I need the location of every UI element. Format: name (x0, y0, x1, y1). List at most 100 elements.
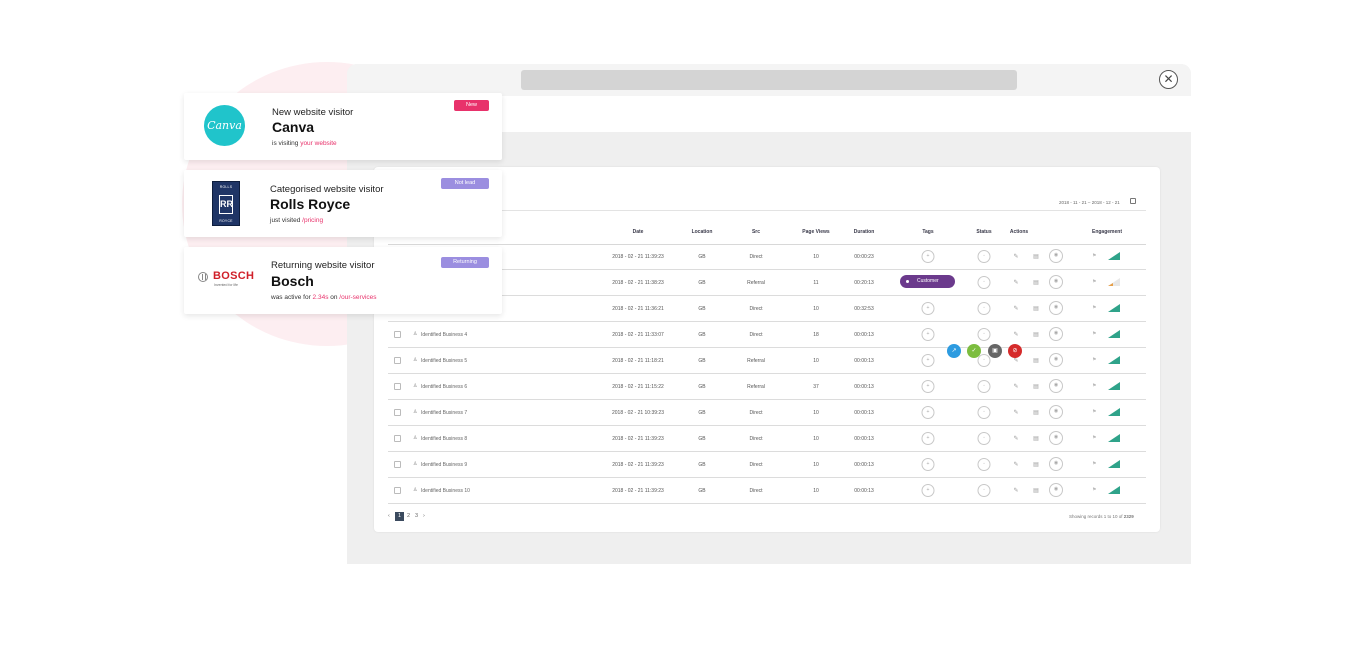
add-tag-icon[interactable]: + (921, 250, 935, 263)
note-icon[interactable]: ▤ (1033, 410, 1039, 416)
add-tag-icon[interactable]: + (921, 354, 935, 367)
edit-icon[interactable]: ✎ (1013, 254, 1019, 260)
col-duration[interactable]: Duration (853, 229, 875, 235)
flag-icon[interactable]: ⚑ (1092, 357, 1097, 363)
add-tag-icon[interactable]: + (921, 432, 935, 445)
visitor-card-rolls-royce[interactable]: ROLLS RR ROYCE Categorised website visit… (184, 170, 502, 237)
add-tag-icon[interactable]: + (921, 328, 935, 341)
business-name[interactable]: Identified Business 7 (421, 410, 468, 416)
view-icon[interactable]: ◉ (1049, 457, 1063, 471)
status-icon[interactable]: ◦ (977, 276, 991, 289)
view-icon[interactable]: ◉ (1049, 301, 1063, 315)
row-checkbox[interactable] (394, 461, 401, 468)
view-icon[interactable]: ◉ (1049, 327, 1063, 341)
business-name[interactable]: Identified Business 6 (421, 384, 468, 390)
flag-icon[interactable]: ⚑ (1092, 487, 1097, 493)
block-icon[interactable]: ⊘ (1008, 344, 1022, 358)
view-icon[interactable]: ◉ (1049, 379, 1063, 393)
table-row[interactable]: ♙ Identified Business 6 2018 - 02 - 21 11:… (388, 374, 1146, 400)
view-icon[interactable]: ◉ (1049, 249, 1063, 263)
table-row[interactable]: 2018 - 02 - 21 11:39:23 GB Direct 10 00:00:2… (388, 244, 1146, 270)
approve-icon[interactable]: ✓ (967, 344, 981, 358)
add-tag-icon[interactable]: + (921, 302, 935, 315)
date-range-filter[interactable]: 2018 - 11 - 21 – 2018 - 12 - 21 (1059, 200, 1120, 205)
col-src[interactable]: Src (751, 229, 761, 235)
note-icon[interactable]: ▤ (1033, 306, 1039, 312)
flag-icon[interactable]: ⚑ (1092, 409, 1097, 415)
edit-icon[interactable]: ✎ (1013, 488, 1019, 494)
status-icon[interactable]: ◦ (977, 458, 991, 471)
status-icon[interactable]: ◦ (977, 302, 991, 315)
close-icon[interactable]: ✕ (1159, 70, 1178, 89)
table-row[interactable]: ♙ Identified Business 7 2018 - 02 - 21 10:… (388, 400, 1146, 426)
note-icon[interactable]: ▤ (1033, 436, 1039, 442)
flag-icon[interactable]: ⚑ (1092, 305, 1097, 311)
flag-icon[interactable]: ⚑ (1092, 279, 1097, 285)
row-checkbox[interactable] (394, 435, 401, 442)
view-icon[interactable]: ◉ (1049, 353, 1063, 367)
table-row[interactable]: 2018 - 02 - 21 11:38:23 GB Referral 11 00:20… (388, 270, 1146, 296)
business-name[interactable]: Identified Business 9 (421, 462, 468, 468)
table-row[interactable]: ♙ Identified Business 5 2018 - 02 - 21 11:… (388, 348, 1146, 374)
detail-link[interactable]: your website (300, 140, 337, 147)
table-row[interactable]: ♙ Identified Business 10 2018 - 02 - 21 11… (388, 478, 1146, 504)
row-checkbox[interactable] (394, 357, 401, 364)
edit-icon[interactable]: ✎ (1013, 358, 1019, 364)
note-icon[interactable]: ▤ (1033, 254, 1039, 260)
page-1[interactable]: 1 (395, 512, 404, 521)
note-icon[interactable]: ▤ (1033, 332, 1039, 338)
status-icon[interactable]: ◦ (977, 354, 991, 367)
col-engagement[interactable]: Engagement (1091, 229, 1123, 235)
edit-icon[interactable]: ✎ (1013, 436, 1019, 442)
col-tags[interactable]: Tags (922, 229, 934, 235)
note-icon[interactable]: ▤ (1033, 384, 1039, 390)
share-icon[interactable]: ↗ (947, 344, 961, 358)
col-page-views[interactable]: Page Views (802, 229, 830, 235)
row-checkbox[interactable] (394, 487, 401, 494)
flag-icon[interactable]: ⚑ (1092, 331, 1097, 337)
row-checkbox[interactable] (394, 409, 401, 416)
business-name[interactable]: Identified Business 4 (421, 332, 468, 338)
business-name[interactable]: Identified Business 10 (421, 488, 470, 494)
flag-icon[interactable]: ⚑ (1092, 253, 1097, 259)
status-icon[interactable]: ◦ (977, 484, 991, 497)
table-row[interactable]: ♙ Identified Business 8 2018 - 02 - 21 11:… (388, 426, 1146, 452)
add-tag-icon[interactable]: + (921, 406, 935, 419)
visitor-card-canva[interactable]: Canva New website visitor Canva is visit… (184, 93, 502, 160)
flag-icon[interactable]: ⚑ (1092, 383, 1097, 389)
customer-tag[interactable]: Customer (900, 275, 955, 288)
flag-icon[interactable]: ⚑ (1092, 461, 1097, 467)
document-icon[interactable]: ▣ (988, 344, 1002, 358)
edit-icon[interactable]: ✎ (1013, 332, 1019, 338)
business-name[interactable]: Identified Business 8 (421, 436, 468, 442)
view-icon[interactable]: ◉ (1049, 431, 1063, 445)
row-checkbox[interactable] (394, 383, 401, 390)
status-icon[interactable]: ◦ (977, 406, 991, 419)
page-3[interactable]: 3 (415, 513, 419, 519)
add-tag-icon[interactable]: + (921, 484, 935, 497)
view-icon[interactable]: ◉ (1049, 275, 1063, 289)
col-status[interactable]: Status (976, 229, 992, 235)
note-icon[interactable]: ▤ (1033, 462, 1039, 468)
edit-icon[interactable]: ✎ (1013, 280, 1019, 286)
status-icon[interactable]: ◦ (977, 250, 991, 263)
detail-link[interactable]: /our-services (339, 294, 377, 301)
view-icon[interactable]: ◉ (1049, 483, 1063, 497)
table-row[interactable]: 2018 - 02 - 21 11:36:21 GB Direct 10 00:32:5… (388, 296, 1146, 322)
calendar-icon[interactable] (1130, 198, 1136, 204)
edit-icon[interactable]: ✎ (1013, 384, 1019, 390)
note-icon[interactable]: ▤ (1033, 280, 1039, 286)
col-location[interactable]: Location (691, 229, 713, 235)
row-checkbox[interactable] (394, 331, 401, 338)
detail-link[interactable]: /pricing (302, 217, 324, 224)
edit-icon[interactable]: ✎ (1013, 462, 1019, 468)
table-row[interactable]: ♙ Identified Business 4 2018 - 02 - 21 11:… (388, 322, 1146, 348)
edit-icon[interactable]: ✎ (1013, 410, 1019, 416)
col-date[interactable]: Date (632, 229, 644, 235)
prev-page-icon[interactable]: ‹ (388, 513, 390, 519)
note-icon[interactable]: ▤ (1033, 488, 1039, 494)
flag-icon[interactable]: ⚑ (1092, 435, 1097, 441)
view-icon[interactable]: ◉ (1049, 405, 1063, 419)
page-2[interactable]: 2 (407, 513, 411, 519)
visitor-card-bosch[interactable]: BOSCH Invented for life Returning websit… (184, 247, 502, 314)
